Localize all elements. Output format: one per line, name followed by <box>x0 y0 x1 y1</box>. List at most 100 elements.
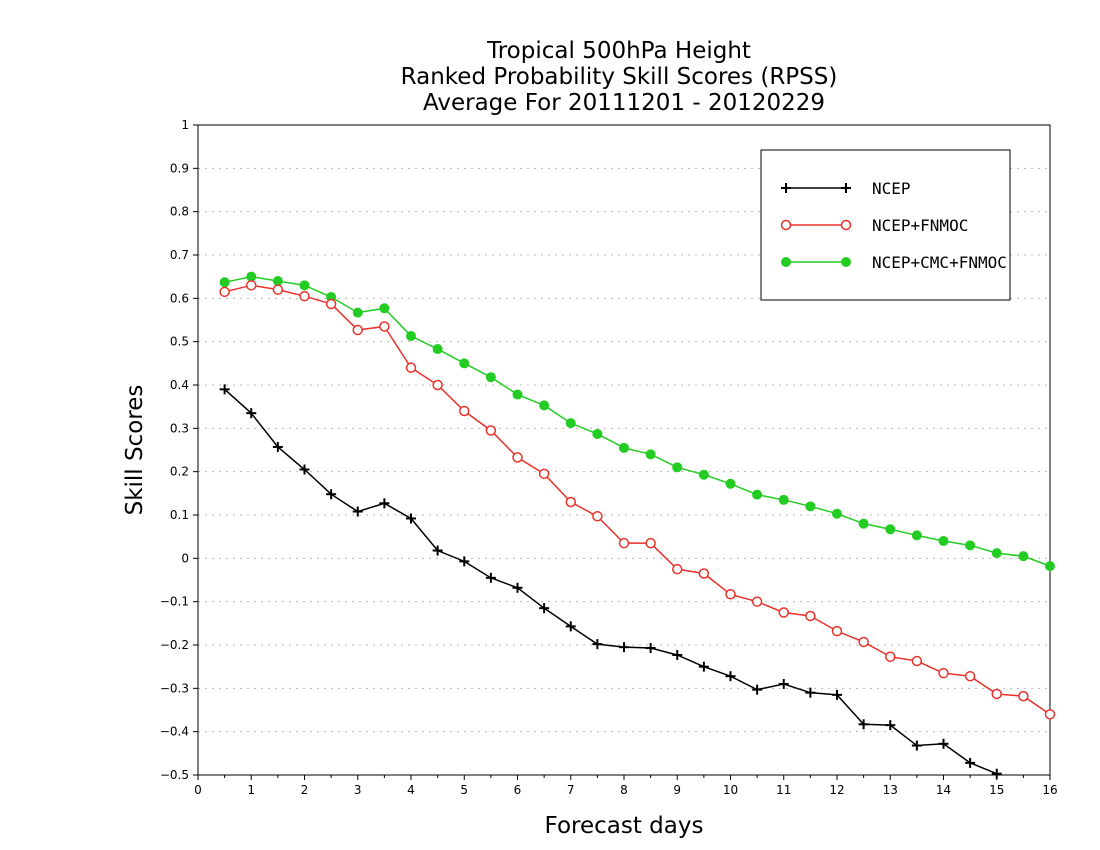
data-point <box>299 280 310 291</box>
plot-area: −0.5 −0.4 −0.3 −0.2 −0.1 0 0.1 0.2 0.3 0.4 0.5 0.6 0… <box>160 118 1058 797</box>
data-point <box>459 405 470 417</box>
x-axis-label: Forecast days <box>545 813 704 839</box>
data-point <box>1044 709 1056 720</box>
data-point <box>725 589 736 600</box>
data-point <box>965 757 976 768</box>
data-point <box>672 462 683 473</box>
data-point <box>805 610 816 622</box>
y-axis-label: Skill Scores <box>122 385 148 516</box>
data-point <box>538 468 550 480</box>
data-point <box>406 513 416 524</box>
data-point <box>991 688 1002 700</box>
data-point <box>379 498 390 509</box>
data-point <box>406 331 416 342</box>
y-tick-label: 1 <box>181 118 189 132</box>
data-point <box>565 418 576 429</box>
data-point <box>858 719 869 730</box>
series-ncep-fnmoc <box>219 280 1056 720</box>
data-point <box>219 286 230 298</box>
x-tick-label: 15 <box>989 783 1004 797</box>
data-point <box>938 667 949 679</box>
data-point <box>459 358 470 369</box>
data-point <box>272 441 283 452</box>
data-point <box>512 582 523 593</box>
data-point <box>619 442 629 453</box>
data-point <box>672 563 683 575</box>
series-line <box>224 284 1051 715</box>
data-point <box>619 642 629 653</box>
data-point <box>485 425 497 436</box>
data-point <box>539 400 550 411</box>
data-point <box>938 536 949 546</box>
data-point <box>911 740 922 751</box>
legend-item: NCEP <box>781 179 911 198</box>
data-point <box>885 651 896 662</box>
data-point <box>781 183 791 193</box>
data-point <box>938 738 949 749</box>
data-point <box>1045 561 1055 572</box>
x-tick-label: 8 <box>620 783 628 797</box>
data-point <box>299 464 310 475</box>
chart-title-line-1: Tropical 500hPa Height <box>486 38 751 64</box>
data-point <box>725 478 736 489</box>
data-point <box>432 545 443 556</box>
legend-item: NCEP+CMC+FNMOC <box>781 253 1007 272</box>
data-point <box>246 271 257 282</box>
data-point <box>592 511 603 522</box>
data-point <box>272 276 283 286</box>
legend-label: NCEP+FNMOC <box>872 216 968 235</box>
data-point <box>512 389 523 400</box>
data-point <box>219 277 230 288</box>
y-tick-label: −0.1 <box>160 595 189 609</box>
data-point <box>725 671 736 682</box>
data-point <box>778 679 789 689</box>
data-point <box>991 548 1002 559</box>
data-point <box>840 219 852 231</box>
x-tick-label: 4 <box>407 783 415 797</box>
data-point <box>911 530 922 541</box>
data-point <box>645 643 656 654</box>
data-point <box>592 428 603 439</box>
y-tick-label: 0.5 <box>170 335 189 349</box>
data-point <box>512 452 523 463</box>
x-tick-label: 6 <box>514 783 522 797</box>
legend: NCEP NCEP+FNMOC NCEP+CMC+FNMOC <box>760 149 1011 301</box>
data-point <box>858 518 869 529</box>
data-point <box>832 689 842 700</box>
data-point <box>352 506 363 517</box>
data-point <box>299 290 310 302</box>
y-tick-label: 0 <box>181 551 189 565</box>
x-tick-label: 9 <box>673 783 681 797</box>
data-point <box>565 621 576 632</box>
x-tick-label: 14 <box>936 783 951 797</box>
data-point <box>911 655 923 667</box>
data-point <box>858 636 869 648</box>
data-point <box>219 384 230 395</box>
legend-label: NCEP+CMC+FNMOC <box>872 253 1007 272</box>
data-point <box>352 324 363 336</box>
data-point <box>781 257 791 267</box>
data-point <box>841 257 851 267</box>
data-point <box>752 684 763 695</box>
data-point <box>405 362 417 373</box>
data-point <box>832 508 842 519</box>
x-tick-label: 11 <box>776 783 791 797</box>
data-point <box>672 649 683 660</box>
data-point <box>618 537 630 549</box>
x-tick-label: 16 <box>1042 783 1057 797</box>
x-tick-label: 1 <box>247 783 255 797</box>
data-point <box>752 489 763 500</box>
chart-title-line-2: Ranked Probability Skill Scores (RPSS) <box>401 64 838 90</box>
data-point <box>885 720 896 731</box>
data-point <box>645 537 656 549</box>
series-ncep <box>219 384 1002 779</box>
x-tick-label: 5 <box>460 783 468 797</box>
data-point <box>459 556 470 567</box>
data-point <box>965 540 976 551</box>
data-point <box>539 603 550 614</box>
data-point <box>272 284 284 295</box>
x-tick-label: 0 <box>194 783 202 797</box>
data-point <box>379 321 390 332</box>
